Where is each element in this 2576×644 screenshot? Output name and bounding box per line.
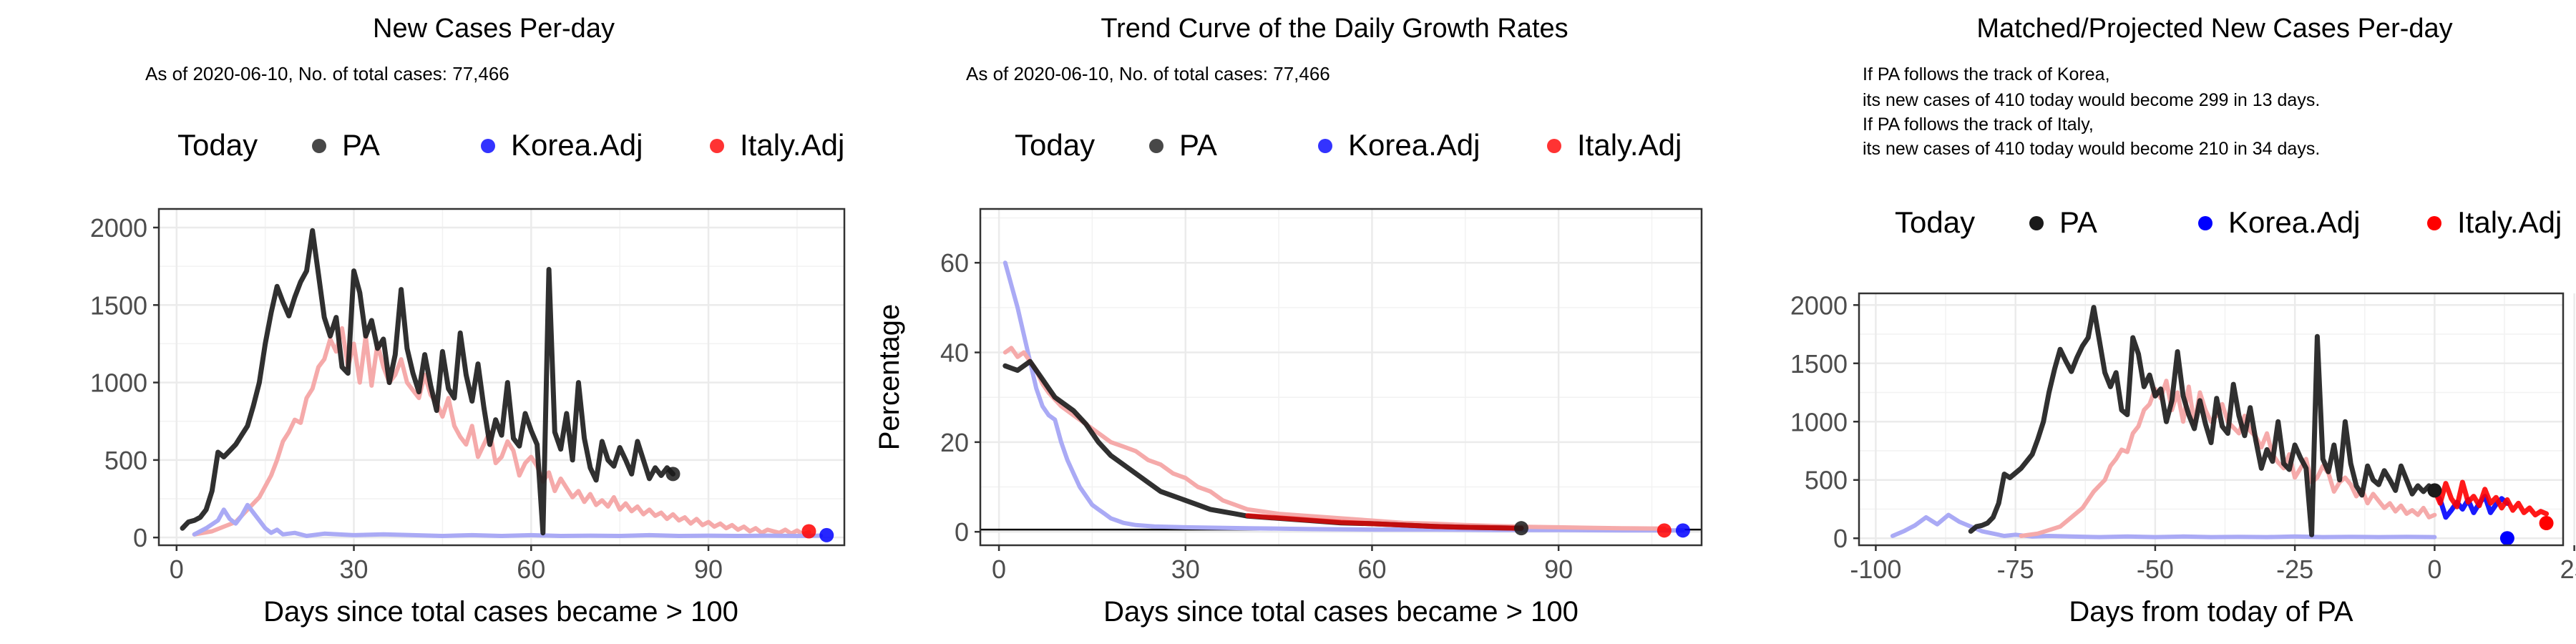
y-tick-label: 500 [1805, 466, 1848, 495]
series-line-italy-adj [192, 326, 811, 537]
legend-label: Korea.Adj [511, 128, 643, 162]
legend-marker-pa [1149, 139, 1163, 153]
y-axis-label: Percentage [874, 304, 905, 451]
y-tick-label: 40 [940, 338, 969, 368]
series-line-korea-adj [1890, 512, 2437, 540]
x-axis-label: Days since total cases became > 100 [263, 596, 738, 628]
legend-label: Korea.Adj [1348, 128, 1480, 162]
x-tick-label: 90 [694, 555, 723, 584]
plot-border [979, 208, 1703, 547]
x-tick-label: -75 [1997, 555, 2034, 584]
series-line-pa [1002, 358, 1524, 531]
today-point-italy-adj [801, 524, 816, 539]
series-line-italy-adj [1245, 513, 1524, 531]
chart-subtitle: As of 2020-06-10, No. of total cases: 77… [145, 63, 509, 84]
chart-panel-growth-rates: Trend Curve of the Daily Growth Rates As… [874, 14, 1703, 628]
legend-label: Italy.Adj [2457, 205, 2562, 239]
legend-marker-italy-adj [2427, 216, 2441, 230]
legend-title: Today [1895, 205, 1975, 239]
legend-marker-italy-adj [710, 139, 724, 153]
x-tick-label: 25 [2560, 555, 2576, 584]
x-tick-label: -25 [2276, 555, 2313, 584]
grid [1859, 293, 2575, 545]
y-tick-label: 1500 [1790, 349, 1848, 379]
x-tick-label: 60 [1357, 555, 1386, 584]
legend-label: Korea.Adj [2228, 205, 2360, 239]
today-point-korea-adj [819, 527, 834, 542]
legend-title: Today [177, 128, 258, 162]
today-point-korea-adj [2499, 531, 2514, 546]
legend-title: Today [1015, 128, 1095, 162]
x-axis-label: Days from today of PA [2069, 596, 2353, 628]
chart-subtitle: As of 2020-06-10, No. of total cases: 77… [966, 63, 1330, 84]
series-line-pa [180, 228, 675, 536]
annotation-line: If PA follows the track of Korea, [1863, 64, 2110, 84]
legend-marker-korea-adj [2198, 216, 2212, 230]
y-tick-label: 500 [104, 446, 147, 475]
chart-panel-projected: Matched/Projected New Cases Per-day If P… [1790, 14, 2576, 628]
today-point-korea-adj [1675, 523, 1690, 538]
legend-marker-italy-adj [1547, 139, 1561, 153]
annotation-line: its new cases of 410 today would become … [1863, 139, 2320, 159]
y-tick-label: 0 [1833, 524, 1848, 553]
today-point-pa [665, 467, 680, 482]
legend-label: PA [1179, 128, 1217, 162]
legend-marker-korea-adj [1318, 139, 1332, 153]
today-point-pa [1514, 521, 1528, 536]
x-tick-label: 60 [517, 555, 545, 584]
y-tick-label: 0 [133, 523, 147, 552]
x-tick-label: -100 [1850, 555, 1901, 584]
plot-border [1858, 292, 2565, 547]
annotation-line: If PA follows the track of Italy, [1863, 114, 2094, 135]
chart-title: Trend Curve of the Daily Growth Rates [1101, 14, 1568, 44]
legend-marker-pa [2029, 216, 2044, 230]
today-point-pa [2427, 483, 2442, 498]
plot-border [157, 208, 846, 547]
y-tick-label: 2000 [1790, 291, 1848, 320]
series-line-korea-adj [1002, 260, 1685, 533]
legend-marker-korea-adj [481, 139, 495, 153]
series-line-italy-adj [2431, 479, 2550, 518]
y-tick-label: 0 [955, 517, 969, 547]
legend-label: PA [342, 128, 380, 162]
legend-label: PA [2059, 205, 2097, 239]
x-tick-label: 0 [170, 555, 184, 584]
x-tick-label: 30 [340, 555, 369, 584]
grid [980, 209, 1702, 545]
series-line-korea-adj [192, 502, 823, 538]
today-point-italy-adj [1657, 523, 1672, 538]
today-point-italy-adj [2539, 516, 2554, 531]
series-line-korea-adj [2431, 487, 2510, 520]
y-tick-label: 1000 [1790, 407, 1848, 436]
chart-panel-new-cases: New Cases Per-day As of 2020-06-10, No. … [90, 14, 846, 628]
x-tick-label: 90 [1544, 555, 1573, 584]
y-tick-label: 1000 [90, 369, 147, 398]
y-tick-label: 1500 [90, 291, 147, 320]
legend-marker-pa [312, 139, 326, 153]
y-tick-label: 20 [940, 428, 969, 457]
chart-title: New Cases Per-day [373, 14, 615, 44]
y-tick-label: 60 [940, 248, 969, 278]
x-axis-label: Days since total cases became > 100 [1103, 596, 1579, 628]
series-line-italy-adj [2019, 379, 2437, 538]
legend-label: Italy.Adj [1577, 128, 1682, 162]
x-tick-label: 0 [992, 555, 1006, 584]
series-line-italy-adj [1002, 346, 1667, 531]
annotation-line: its new cases of 410 today would become … [1863, 90, 2320, 110]
x-tick-label: -50 [2137, 555, 2174, 584]
y-tick-label: 2000 [90, 213, 147, 243]
x-tick-label: 0 [2427, 555, 2441, 584]
x-tick-label: 30 [1171, 555, 1200, 584]
series-line-pa [1968, 305, 2437, 537]
chart-title: Matched/Projected New Cases Per-day [1976, 14, 2452, 44]
legend-label: Italy.Adj [740, 128, 844, 162]
